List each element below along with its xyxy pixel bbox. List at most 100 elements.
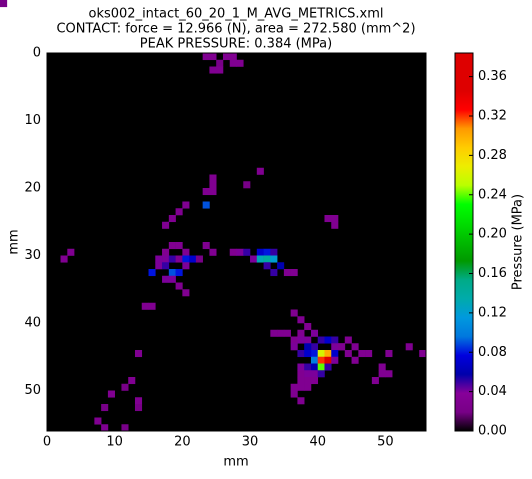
heatmap-cell (175, 242, 183, 250)
heatmap-cell (277, 329, 285, 337)
heatmap-cell (148, 302, 156, 310)
heatmap-cell (324, 356, 332, 364)
heatmap-cell (128, 377, 136, 385)
heatmap-cell (195, 255, 203, 263)
heatmap-cell (155, 262, 163, 270)
heatmap-cell (297, 363, 305, 371)
heatmap-cell (331, 221, 339, 229)
heatmap-cell (304, 363, 312, 371)
heatmap-cell (168, 269, 176, 277)
heatmap-cell (405, 343, 413, 351)
colorbar-label: Pressure (MPa) (511, 194, 526, 290)
heatmap-cell (304, 336, 312, 344)
heatmap-cell (378, 363, 386, 371)
heatmap-cell (182, 262, 190, 270)
heatmap-cell (290, 383, 298, 391)
heatmap-cell (107, 390, 115, 398)
colorbar-tick-label: 0.12 (478, 305, 507, 320)
heatmap-cell (378, 370, 386, 378)
heatmap-cell (331, 215, 339, 223)
heatmap-cell (202, 201, 210, 209)
heatmap-cell (270, 269, 278, 277)
heatmap-cell (263, 248, 271, 256)
x-tick-label: 0 (43, 435, 51, 450)
y-tick-label: 0 (33, 46, 41, 61)
heatmap-cell (310, 343, 319, 351)
heatmap-cell (236, 248, 244, 256)
heatmap-cell (297, 370, 305, 378)
heatmap-cell (324, 215, 332, 223)
heatmap-cell (310, 356, 319, 364)
heatmap-cell (168, 275, 176, 283)
heatmap-cell (148, 269, 156, 277)
heatmap-cell (290, 309, 298, 317)
heatmap-cell (317, 350, 325, 358)
colorbar-tick-label: 0.00 (478, 424, 507, 439)
heatmap-cell (243, 248, 251, 256)
heatmap-cell (162, 248, 170, 256)
heatmap-cell (202, 188, 210, 196)
heatmap-cell (297, 336, 305, 344)
heatmap-cell (175, 208, 183, 216)
heatmap-cell (385, 350, 393, 358)
y-tick-label: 40 (24, 316, 41, 331)
colorbar-tick-label: 0.04 (478, 384, 507, 399)
heatmap-cell (270, 255, 278, 263)
heatmap-cell (134, 404, 143, 412)
heatmap-cell (297, 329, 305, 337)
colorbar (454, 52, 474, 432)
heatmap-cell (297, 383, 305, 391)
heatmap-cell (310, 363, 319, 371)
heatmap-cell (310, 350, 319, 358)
heatmap-cell (209, 66, 217, 74)
heatmap-cell (351, 356, 359, 364)
heatmap-cell (304, 370, 312, 378)
heatmap-cell (189, 255, 197, 263)
heatmap-cell (168, 215, 176, 223)
heatmap-cell (263, 262, 271, 270)
heatmap-cell (290, 269, 298, 277)
heatmap-cell (202, 242, 210, 250)
heatmap-cell (344, 350, 352, 358)
colorbar-tick-label: 0.28 (478, 148, 507, 163)
x-tick-label: 20 (174, 435, 191, 450)
heatmap-cell (101, 404, 109, 412)
heatmap-cell (338, 343, 346, 351)
heatmap-cell (304, 343, 312, 351)
heatmap-cell (304, 377, 312, 385)
colorbar-tick-label: 0.24 (478, 187, 507, 202)
colorbar-tick-label: 0.32 (478, 109, 507, 124)
heatmap-cell (134, 350, 143, 358)
chart-title: oks002_intact_60_20_1_M_AVG_METRICS.xml (89, 7, 384, 22)
heatmap-cell (297, 397, 305, 405)
heatmap-cell (141, 302, 149, 310)
x-tick-label: 30 (242, 435, 259, 450)
heatmap-cell (385, 370, 393, 378)
heatmap-cell (331, 343, 339, 351)
heatmap-cell (182, 255, 190, 263)
heatmap-cell (182, 201, 190, 209)
heatmap-cell (324, 363, 332, 371)
plot-frame (46, 52, 427, 432)
heatmap-cell (304, 383, 312, 391)
heatmap-cell (297, 316, 305, 324)
heatmap-cell (229, 59, 237, 67)
heatmap-cell (351, 343, 359, 351)
x-tick-label: 50 (377, 435, 394, 450)
heatmap-cell (344, 336, 352, 344)
heatmap-cell (175, 255, 183, 263)
heatmap-cell (324, 336, 332, 344)
heatmap-cell (209, 53, 217, 61)
heatmap-cell (371, 377, 379, 385)
heatmap-cell (162, 255, 170, 263)
chart-subtitle: CONTACT: force = 12.966 (N), area = 272.… (56, 22, 415, 37)
heatmap-cell (182, 289, 190, 297)
heatmap-cell (67, 248, 75, 256)
heatmap-cell (168, 255, 176, 263)
colorbar-tick-label: 0.16 (478, 266, 507, 281)
heatmap-cell (317, 363, 325, 371)
x-tick-label: 10 (106, 435, 123, 450)
heatmap-cell (297, 377, 305, 385)
heatmap-cell (331, 336, 339, 344)
